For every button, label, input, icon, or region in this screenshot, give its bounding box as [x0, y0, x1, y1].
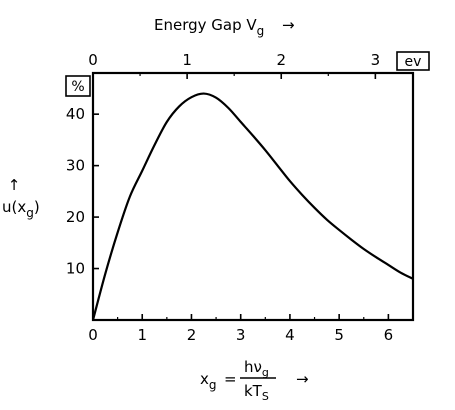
- top-axis-arrow: →: [282, 16, 295, 34]
- bottom-axis-denominator: kTS: [244, 382, 269, 403]
- top-axis-unit: ev: [405, 54, 422, 70]
- y-axis-label-main: u(x: [2, 198, 26, 216]
- y-axis-arrow: ↑: [8, 176, 21, 194]
- top-tick-label: 1: [182, 51, 192, 69]
- y-tick-label: 40: [66, 105, 85, 123]
- y-tick-label: 20: [66, 208, 85, 226]
- top-axis-title-sub: g: [257, 24, 265, 38]
- y-axis-label: u(xg): [2, 198, 40, 220]
- y-tick-label: 10: [66, 260, 85, 278]
- bottom-axis-numerator-main: hν: [244, 358, 262, 376]
- y-tick-label: 30: [66, 157, 85, 175]
- top-tick-label: 3: [371, 51, 381, 69]
- y-axis-unit-box: [65, 75, 91, 97]
- bottom-axis-equals: =: [224, 370, 237, 388]
- bottom-axis-symbol: xg: [200, 370, 217, 392]
- bottom-axis-title: xg = hνg kTS →: [200, 358, 309, 403]
- top-axis-unit-box: [396, 51, 430, 71]
- tick-marks: [92, 73, 390, 320]
- top-axis-title-main: Energy Gap V: [154, 16, 257, 34]
- y-axis-label-sub: g: [26, 206, 34, 220]
- bottom-axis-symbol-main: x: [200, 370, 209, 388]
- bottom-tick-label: 3: [236, 326, 246, 344]
- y-axis-unit: %: [71, 79, 84, 95]
- bottom-axis-numerator-sub: g: [262, 366, 269, 379]
- bottom-tick-label: 4: [285, 326, 295, 344]
- bottom-tick-label: 5: [334, 326, 344, 344]
- bottom-axis-numerator: hνg: [244, 358, 269, 379]
- plot-frame: [91, 71, 415, 322]
- bottom-axis-symbol-sub: g: [209, 378, 217, 392]
- bottom-tick-label: 0: [88, 326, 98, 344]
- top-tick-label: 0: [88, 51, 98, 69]
- top-axis-title: Energy Gap Vg: [154, 16, 264, 38]
- bottom-axis-arrow: →: [296, 370, 309, 388]
- bottom-tick-label: 1: [137, 326, 147, 344]
- bottom-axis-denominator-main: kT: [244, 382, 263, 400]
- bottom-tick-label: 2: [187, 326, 197, 344]
- bottom-axis-denominator-sub: S: [262, 390, 269, 403]
- bottom-tick-label: 6: [384, 326, 394, 344]
- series-curve: [91, 92, 414, 321]
- y-axis-label-close: ): [34, 198, 40, 216]
- top-tick-label: 2: [276, 51, 286, 69]
